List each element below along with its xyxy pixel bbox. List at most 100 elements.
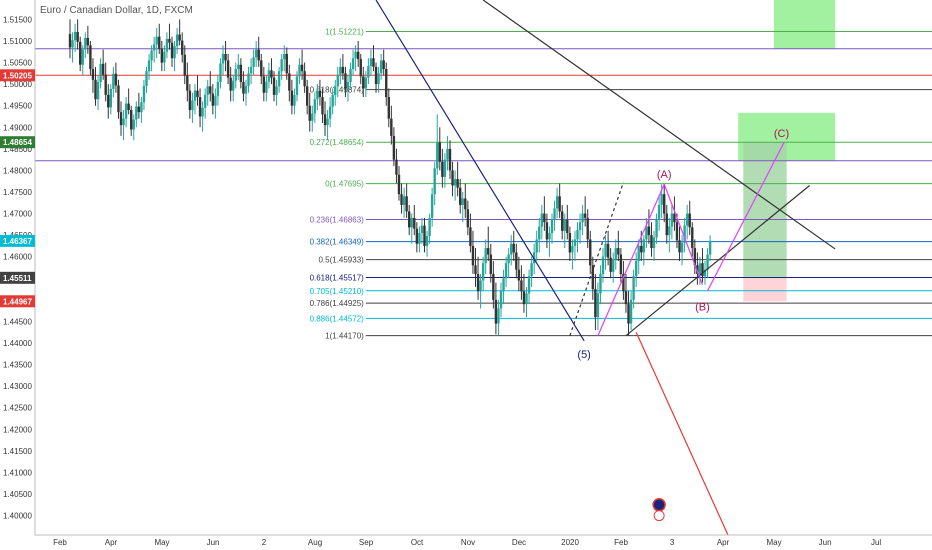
candle-body-150 xyxy=(451,170,454,186)
candle-body-241 xyxy=(683,225,686,243)
candle-body-204 xyxy=(589,239,592,266)
candle-body-188 xyxy=(548,232,551,240)
candle-body-162 xyxy=(481,263,485,281)
fib-label-11: 1(1.44170) xyxy=(325,332,364,341)
x-tick-label-8: Nov xyxy=(461,538,475,547)
candle-body-214 xyxy=(614,248,617,259)
candle-body-217 xyxy=(622,273,625,292)
candle-body-103 xyxy=(331,94,334,107)
y-tick-label-23: 1.40000 xyxy=(3,512,32,521)
candle-body-176 xyxy=(517,269,521,281)
candle-body-142 xyxy=(430,194,434,218)
candle-body-27 xyxy=(137,106,141,113)
wave-label-3: (C) xyxy=(774,128,789,140)
candle-body-192 xyxy=(558,196,561,212)
candle-body-35 xyxy=(158,36,161,49)
candle-body-13 xyxy=(101,63,105,75)
y-tick-label-18: 1.42500 xyxy=(3,404,32,413)
candle-body-190 xyxy=(553,208,556,221)
candle-body-127 xyxy=(392,135,396,160)
candle-body-172 xyxy=(507,254,510,264)
y-tick-label-11: 1.46000 xyxy=(3,253,32,262)
candle-body-232 xyxy=(660,194,663,205)
zone-0 xyxy=(773,0,836,49)
candle-body-9 xyxy=(91,69,95,80)
candle-body-2 xyxy=(73,31,77,41)
trend-line-0 xyxy=(375,0,585,342)
y-tick-label-4: 1.49500 xyxy=(3,102,32,111)
candle-body-203 xyxy=(586,217,589,240)
candle-body-124 xyxy=(385,69,388,98)
candle-body-42 xyxy=(175,34,179,47)
fib-label-3: 0(1.47695) xyxy=(325,180,364,189)
candle-body-225 xyxy=(642,239,646,253)
candle-body-195 xyxy=(566,220,569,233)
candle-body-31 xyxy=(147,60,151,72)
candle-body-213 xyxy=(612,258,615,272)
y-tick-label-1: 1.51000 xyxy=(3,37,32,46)
candle-body-104 xyxy=(334,86,337,95)
x-tick-label-12: 3 xyxy=(670,538,675,547)
candle-body-137 xyxy=(418,232,421,244)
candle-body-19 xyxy=(117,85,120,113)
candle-body-163 xyxy=(484,248,487,264)
candle-body-220 xyxy=(629,299,633,324)
candle-body-153 xyxy=(458,187,462,205)
trend-line-1 xyxy=(482,0,836,250)
candle-body-122 xyxy=(379,60,383,74)
candle-body-21 xyxy=(122,118,125,126)
candle-body-219 xyxy=(627,304,630,324)
candle-body-29 xyxy=(142,85,146,103)
candle-body-149 xyxy=(448,148,452,171)
candle-body-250 xyxy=(706,254,709,270)
candle-body-96 xyxy=(313,99,317,114)
candle-body-199 xyxy=(576,229,579,240)
candle-body-197 xyxy=(571,245,574,253)
candle-body-34 xyxy=(155,36,158,45)
candle-body-49 xyxy=(193,90,197,101)
candle-body-234 xyxy=(665,213,668,236)
candle-body-66 xyxy=(237,64,240,70)
candle-body-109 xyxy=(346,81,350,89)
fib-label-4: 0.236(1.46863) xyxy=(310,215,365,224)
y-tick-label-8: 1.47500 xyxy=(3,188,32,197)
candle-body-79 xyxy=(270,70,273,78)
candle-body-16 xyxy=(109,88,113,108)
candle-body-123 xyxy=(382,60,385,70)
candle-body-230 xyxy=(655,218,658,238)
x-tick-label-9: Dec xyxy=(512,538,526,547)
candle-body-251 xyxy=(708,240,712,255)
candle-body-91 xyxy=(300,64,304,72)
candle-body-23 xyxy=(127,103,130,111)
candle-body-151 xyxy=(453,179,457,186)
candle-body-33 xyxy=(152,44,156,51)
candle-body-97 xyxy=(316,90,319,100)
candle-body-1 xyxy=(71,40,74,48)
candle-body-58 xyxy=(216,81,220,97)
price-badge-1 xyxy=(0,136,35,149)
x-tick-label-14: May xyxy=(767,538,782,547)
candle-body-236 xyxy=(670,213,674,227)
fib-label-1: 0.618(1.49874) xyxy=(310,86,365,95)
y-tick-label-16: 1.43500 xyxy=(3,361,32,370)
candle-body-155 xyxy=(464,198,467,210)
candle-body-168 xyxy=(497,308,500,324)
candle-body-145 xyxy=(438,142,441,162)
candle-body-30 xyxy=(145,71,148,86)
candle-body-51 xyxy=(198,97,202,117)
event-marker-icon-1 xyxy=(653,510,665,522)
candle-body-89 xyxy=(295,76,299,95)
candle-body-0 xyxy=(68,34,72,48)
price-badge-2 xyxy=(0,234,35,247)
candle-body-3 xyxy=(76,31,79,42)
candle-body-186 xyxy=(543,213,546,223)
y-tick-label-6: 1.48500 xyxy=(3,145,32,154)
candle-body-111 xyxy=(351,58,355,70)
candle-body-64 xyxy=(232,80,235,91)
candle-body-82 xyxy=(277,71,281,87)
candle-body-117 xyxy=(367,66,370,78)
candle-body-226 xyxy=(645,226,648,240)
chart-title: Euro / Canadian Dollar, 1D, FXCM xyxy=(40,5,193,16)
trend-line-3 xyxy=(707,142,785,292)
